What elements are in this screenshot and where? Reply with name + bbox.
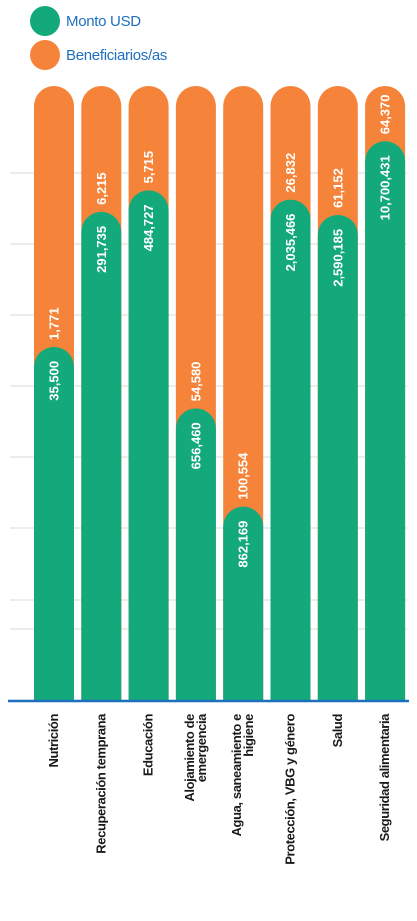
legend-item-beneficiarios: Beneficiarios/as — [30, 40, 167, 70]
category-label-line: Recuperación temprana — [93, 713, 108, 854]
value-label-monto: 291,735 — [94, 226, 109, 273]
value-label-monto: 35,500 — [47, 361, 62, 401]
category-label-line: Agua, saneamiento e — [229, 714, 244, 837]
value-label-monto: 656,460 — [188, 422, 203, 469]
bar-monto — [317, 214, 358, 701]
value-label-beneficiarios: 6,215 — [94, 172, 109, 205]
bar-monto — [34, 346, 74, 700]
category-label-line: Seguridad alimentaria — [377, 713, 392, 842]
value-label-monto: 862,169 — [236, 521, 251, 568]
category-label-line: emergencia — [194, 713, 209, 782]
value-label-monto: 2,035,466 — [283, 214, 298, 272]
legend-swatch-monto — [30, 6, 60, 36]
category-label: Protección, VBG y género — [283, 714, 298, 865]
category-label-line: Alojamiento de — [182, 714, 197, 802]
value-label-monto: 484,727 — [141, 204, 156, 251]
legend-item-monto: Monto USD — [30, 6, 141, 36]
legend-label-monto: Monto USD — [66, 12, 141, 30]
category-label: Agua, saneamiento ehigiene — [229, 714, 256, 837]
category-label-line: Nutrición — [46, 714, 61, 768]
category-label: Recuperación temprana — [93, 713, 108, 854]
category-label: Salud — [330, 714, 345, 748]
value-label-beneficiarios: 64,370 — [378, 94, 393, 134]
category-label: Seguridad alimentaria — [377, 713, 392, 842]
category-label: Educación — [141, 714, 156, 777]
value-label-beneficiarios: 61,152 — [330, 168, 345, 208]
category-label-line: higiene — [241, 714, 256, 757]
value-label-beneficiarios: 100,554 — [236, 452, 251, 500]
category-label-line: Protección, VBG y género — [283, 714, 298, 865]
value-label-beneficiarios: 54,580 — [188, 362, 203, 402]
value-label-beneficiarios: 5,715 — [141, 151, 156, 184]
legend-swatch-beneficiarios — [30, 40, 60, 70]
category-label: Nutrición — [46, 714, 61, 768]
legend-label-beneficiarios: Beneficiarios/as — [66, 46, 168, 64]
value-label-beneficiarios: 1,771 — [47, 307, 62, 340]
legend: Monto USD Beneficiarios/as — [0, 0, 417, 80]
value-label-beneficiarios: 26,832 — [283, 153, 298, 193]
category-label: Alojamiento deemergencia — [182, 713, 209, 802]
bar-monto — [365, 141, 406, 700]
bar-monto — [223, 506, 264, 700]
bar-monto — [270, 199, 311, 700]
bar-monto — [81, 211, 122, 700]
value-label-monto: 10,700,431 — [378, 155, 393, 220]
category-label-line: Educación — [141, 714, 156, 777]
bar-monto — [175, 408, 216, 700]
value-label-monto: 2,590,185 — [330, 229, 345, 287]
category-label-line: Salud — [330, 714, 345, 748]
bar-monto — [128, 190, 169, 700]
